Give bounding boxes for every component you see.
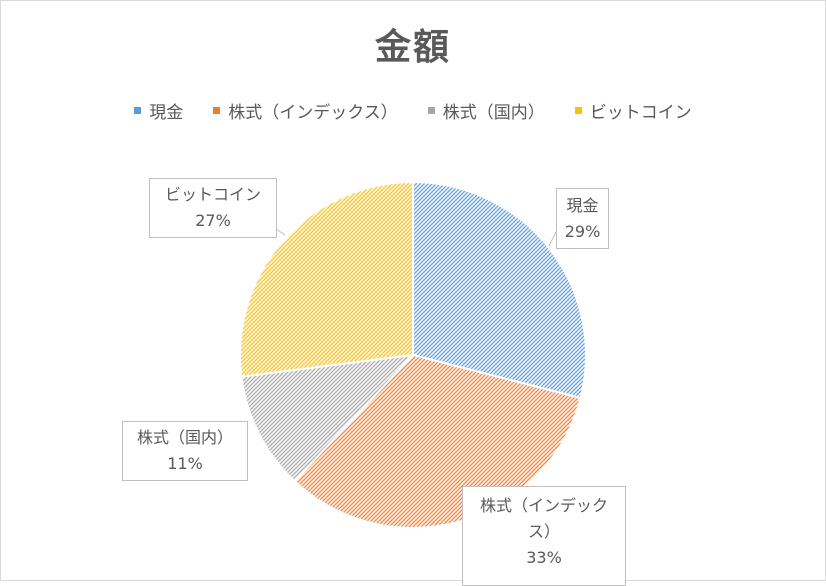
legend-item-domestic-stocks: 株式（国内） <box>427 98 545 123</box>
legend-label-cash: 現金 <box>149 102 184 123</box>
pie-slice-domestic-stocks <box>240 353 416 483</box>
legend-item-index-stocks: 株式（インデックス） <box>213 98 398 123</box>
data-label-domestic-stocks: 株式（国内） 11% <box>122 421 248 481</box>
legend-swatch-cash <box>134 106 142 114</box>
data-label-bitcoin: ビットコイン 27% <box>149 178 277 238</box>
data-label-cash: 現金 29% <box>556 188 609 249</box>
data-label-cash-name: 現金 <box>566 196 599 215</box>
legend-label-domestic-stocks: 株式（国内） <box>442 102 545 123</box>
legend-item-bitcoin: ビットコイン <box>574 98 692 123</box>
data-label-index-stocks-name-line2: ス） <box>527 522 560 541</box>
data-label-domestic-stocks-name: 株式（国内） <box>136 428 233 447</box>
legend-item-cash: 現金 <box>134 98 183 123</box>
data-label-index-stocks: 株式（インデック ス） 33% <box>462 486 626 586</box>
data-label-index-stocks-pct: 33% <box>526 548 562 567</box>
legend-swatch-domestic-stocks <box>427 106 435 114</box>
chart-title: 金額 <box>374 27 451 68</box>
legend-swatch-bitcoin <box>574 106 582 114</box>
data-label-cash-pct: 29% <box>564 222 601 241</box>
data-label-index-stocks-name-line1: 株式（インデック <box>479 496 608 515</box>
data-label-bitcoin-name: ビットコイン <box>164 185 261 204</box>
legend-label-index-stocks: 株式（インデックス） <box>228 102 398 123</box>
data-label-domestic-stocks-pct: 11% <box>167 454 203 473</box>
pie-slice-cash <box>412 180 587 400</box>
legend-label-bitcoin: ビットコイン <box>589 102 692 123</box>
legend: 現金 株式（インデックス） 株式（国内） ビットコイン <box>0 98 826 123</box>
data-label-bitcoin-pct: 27% <box>195 211 231 230</box>
pie-slice-index-stocks <box>293 353 582 530</box>
pie-slice-bitcoin <box>239 180 414 378</box>
legend-swatch-index-stocks <box>213 106 221 114</box>
